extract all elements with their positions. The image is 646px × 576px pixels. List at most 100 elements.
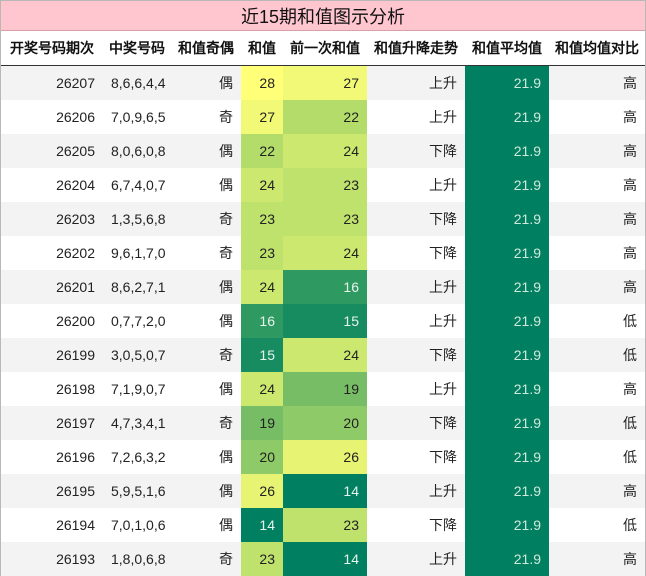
cell-trend: 下降 xyxy=(367,201,465,236)
cell-compare: 高 xyxy=(549,99,645,134)
cell-sum: 20 xyxy=(241,439,283,474)
cell-parity: 偶 xyxy=(171,133,241,168)
cell-parity: 偶 xyxy=(171,371,241,406)
table-row: 26195 5,9,5,1,6 偶 26 14 上升 21.9 高 xyxy=(1,473,645,508)
table-row: 26200 0,7,7,2,0 偶 16 15 上升 21.9 低 xyxy=(1,303,645,338)
cell-trend: 下降 xyxy=(367,405,465,440)
table-row: 26197 4,7,3,4,1 奇 19 20 下降 21.9 低 xyxy=(1,405,645,440)
table-row: 26205 8,0,6,0,8 偶 22 24 下降 21.9 高 xyxy=(1,133,645,168)
cell-numbers: 4,7,3,4,1 xyxy=(103,405,171,440)
cell-compare: 高 xyxy=(549,371,645,406)
cell-compare: 高 xyxy=(549,235,645,270)
cell-average: 21.9 xyxy=(465,439,549,474)
cell-parity: 偶 xyxy=(171,439,241,474)
cell-parity: 奇 xyxy=(171,337,241,372)
cell-numbers: 5,9,5,1,6 xyxy=(103,473,171,508)
cell-trend: 上升 xyxy=(367,371,465,406)
cell-parity: 偶 xyxy=(171,507,241,542)
cell-period: 26202 xyxy=(1,235,103,270)
header-prev-sum: 前一次和值 xyxy=(283,31,367,66)
cell-parity: 偶 xyxy=(171,65,241,100)
cell-compare: 高 xyxy=(549,133,645,168)
cell-period: 26197 xyxy=(1,405,103,440)
cell-average: 21.9 xyxy=(465,541,549,576)
cell-parity: 偶 xyxy=(171,269,241,304)
cell-prev-sum: 19 xyxy=(283,371,367,406)
cell-sum: 28 xyxy=(241,65,283,100)
cell-prev-sum: 24 xyxy=(283,337,367,372)
cell-sum: 15 xyxy=(241,337,283,372)
cell-period: 26198 xyxy=(1,371,103,406)
cell-trend: 上升 xyxy=(367,303,465,338)
cell-compare: 低 xyxy=(549,303,645,338)
cell-period: 26200 xyxy=(1,303,103,338)
cell-average: 21.9 xyxy=(465,473,549,508)
cell-average: 21.9 xyxy=(465,507,549,542)
cell-average: 21.9 xyxy=(465,405,549,440)
cell-period: 26201 xyxy=(1,269,103,304)
cell-compare: 高 xyxy=(549,541,645,576)
cell-sum: 26 xyxy=(241,473,283,508)
header-sum: 和值 xyxy=(241,31,283,66)
cell-parity: 奇 xyxy=(171,235,241,270)
cell-prev-sum: 26 xyxy=(283,439,367,474)
cell-numbers: 7,0,1,0,6 xyxy=(103,507,171,542)
cell-period: 26195 xyxy=(1,473,103,508)
table-header-row: 开奖号码期次 中奖号码 和值奇偶 和值 前一次和值 和值升降走势 和值平均值 和… xyxy=(1,31,645,66)
cell-parity: 偶 xyxy=(171,167,241,202)
cell-prev-sum: 23 xyxy=(283,201,367,236)
cell-numbers: 7,2,6,3,2 xyxy=(103,439,171,474)
cell-numbers: 9,6,1,7,0 xyxy=(103,235,171,270)
cell-average: 21.9 xyxy=(465,269,549,304)
cell-parity: 奇 xyxy=(171,201,241,236)
cell-compare: 高 xyxy=(549,167,645,202)
cell-compare: 低 xyxy=(549,507,645,542)
cell-compare: 高 xyxy=(549,201,645,236)
cell-prev-sum: 27 xyxy=(283,65,367,100)
cell-trend: 下降 xyxy=(367,337,465,372)
cell-trend: 下降 xyxy=(367,235,465,270)
cell-average: 21.9 xyxy=(465,65,549,100)
cell-numbers: 8,6,2,7,1 xyxy=(103,269,171,304)
table-row: 26199 3,0,5,0,7 奇 15 24 下降 21.9 低 xyxy=(1,337,645,372)
header-numbers: 中奖号码 xyxy=(103,31,171,66)
cell-period: 26196 xyxy=(1,439,103,474)
cell-numbers: 1,8,0,6,8 xyxy=(103,541,171,576)
cell-period: 26199 xyxy=(1,337,103,372)
cell-trend: 下降 xyxy=(367,133,465,168)
cell-sum: 23 xyxy=(241,201,283,236)
cell-average: 21.9 xyxy=(465,99,549,134)
cell-trend: 上升 xyxy=(367,167,465,202)
cell-numbers: 7,1,9,0,7 xyxy=(103,371,171,406)
table-row: 26206 7,0,9,6,5 奇 27 22 上升 21.9 高 xyxy=(1,99,645,134)
cell-prev-sum: 24 xyxy=(283,133,367,168)
cell-sum: 24 xyxy=(241,371,283,406)
cell-average: 21.9 xyxy=(465,201,549,236)
cell-average: 21.9 xyxy=(465,235,549,270)
sum-analysis-table: 开奖号码期次 中奖号码 和值奇偶 和值 前一次和值 和值升降走势 和值平均值 和… xyxy=(1,31,645,576)
cell-prev-sum: 16 xyxy=(283,269,367,304)
header-trend: 和值升降走势 xyxy=(367,31,465,66)
cell-period: 26193 xyxy=(1,541,103,576)
cell-prev-sum: 15 xyxy=(283,303,367,338)
table-row: 26194 7,0,1,0,6 偶 14 23 下降 21.9 低 xyxy=(1,507,645,542)
cell-sum: 23 xyxy=(241,235,283,270)
cell-sum: 23 xyxy=(241,541,283,576)
cell-prev-sum: 14 xyxy=(283,473,367,508)
cell-compare: 低 xyxy=(549,405,645,440)
table-row: 26201 8,6,2,7,1 偶 24 16 上升 21.9 高 xyxy=(1,269,645,304)
table-row: 26203 1,3,5,6,8 奇 23 23 下降 21.9 高 xyxy=(1,201,645,236)
cell-parity: 奇 xyxy=(171,541,241,576)
cell-numbers: 1,3,5,6,8 xyxy=(103,201,171,236)
cell-prev-sum: 23 xyxy=(283,507,367,542)
cell-average: 21.9 xyxy=(465,133,549,168)
table-row: 26204 6,7,4,0,7 偶 24 23 上升 21.9 高 xyxy=(1,167,645,202)
cell-numbers: 8,6,6,4,4 xyxy=(103,65,171,100)
cell-sum: 19 xyxy=(241,405,283,440)
cell-numbers: 7,0,9,6,5 xyxy=(103,99,171,134)
cell-prev-sum: 24 xyxy=(283,235,367,270)
cell-average: 21.9 xyxy=(465,337,549,372)
cell-parity: 偶 xyxy=(171,303,241,338)
cell-numbers: 3,0,5,0,7 xyxy=(103,337,171,372)
table-row: 26196 7,2,6,3,2 偶 20 26 下降 21.9 低 xyxy=(1,439,645,474)
